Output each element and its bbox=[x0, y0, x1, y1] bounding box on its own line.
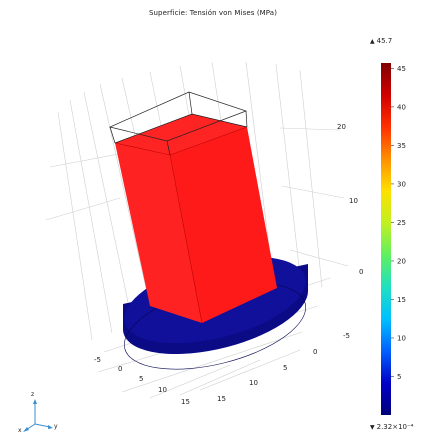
colorbar-tick-label: 10 bbox=[397, 334, 406, 342]
x-axis-tick-label: 0 bbox=[118, 365, 122, 373]
grid-line bbox=[83, 91, 134, 327]
plot-title: Superficie: Tensión von Mises (MPa) bbox=[148, 9, 278, 17]
x-axis-tick-label: 10 bbox=[158, 386, 167, 394]
min-triangle-icon: ▼ bbox=[370, 424, 375, 431]
colorbar-min-label: ▼ 2.32×10⁻⁴ bbox=[370, 423, 413, 431]
x-axis-tick-label: 15 bbox=[181, 398, 190, 406]
post-edge-front bbox=[169, 154, 203, 324]
grid-line bbox=[45, 197, 121, 221]
max-triangle-icon: ▲ bbox=[370, 38, 375, 45]
y-axis-tick-label: 0 bbox=[313, 348, 317, 356]
grid-line bbox=[57, 111, 93, 341]
y-axis-ticks: -5 0 5 10 15 bbox=[217, 332, 350, 403]
colorbar-ticks: 45 40 35 30 25 20 15 10 5 bbox=[391, 65, 406, 381]
y-axis-tick-label: 5 bbox=[283, 364, 287, 372]
x-axis-ticks: -5 0 5 10 15 bbox=[94, 356, 190, 406]
post-right-face bbox=[170, 127, 277, 323]
y-axis-tick-label: 10 bbox=[249, 379, 258, 387]
z-axis-tick-label: 10 bbox=[349, 197, 358, 205]
z-axis-tick-label: 20 bbox=[337, 123, 346, 131]
post-top-face bbox=[115, 114, 247, 155]
x-axis-tick-label: -5 bbox=[94, 356, 101, 364]
triad-y-label: y bbox=[54, 423, 58, 430]
colorbar-tick-label: 30 bbox=[397, 180, 406, 188]
z-axis-tick-label: 0 bbox=[359, 268, 363, 276]
colorbar-tick-label: 15 bbox=[397, 296, 406, 304]
y-axis-tick-label: -5 bbox=[343, 332, 350, 340]
grid-line bbox=[281, 185, 345, 199]
grid-line bbox=[289, 249, 349, 267]
colorbar: 45 40 35 30 25 20 15 10 5 bbox=[381, 63, 406, 415]
grid-line bbox=[279, 127, 341, 131]
colorbar-tick-label: 5 bbox=[397, 373, 401, 381]
grid-line bbox=[275, 63, 302, 285]
z-axis-ticks: 20 10 0 bbox=[337, 123, 363, 276]
triad-x-label: x bbox=[18, 427, 22, 434]
triad-arrows-icon bbox=[23, 399, 53, 432]
grid-line bbox=[69, 99, 113, 334]
grid-line bbox=[179, 359, 261, 396]
axis-orientation-triad: z y x bbox=[18, 390, 68, 434]
grid-line bbox=[299, 69, 323, 288]
colorbar-gradient bbox=[381, 63, 391, 415]
undeformed-box-wireframe bbox=[108, 91, 248, 156]
post-left-face bbox=[115, 143, 202, 323]
grid-line bbox=[149, 364, 231, 399]
x-axis-tick-label: 5 bbox=[139, 375, 143, 383]
triad-z-label: z bbox=[31, 391, 35, 398]
colorbar-tick-label: 45 bbox=[397, 65, 406, 73]
colorbar-min-value: 2.32×10⁻⁴ bbox=[376, 423, 414, 431]
rectangular-post bbox=[114, 114, 277, 324]
colorbar-tick-label: 20 bbox=[397, 257, 406, 265]
grid-line bbox=[199, 349, 301, 391]
colorbar-max-value: 45.7 bbox=[376, 37, 393, 45]
grid-line bbox=[99, 83, 154, 320]
y-axis-tick-label: 15 bbox=[217, 395, 226, 403]
colorbar-max-label: ▲ 45.7 bbox=[370, 37, 392, 45]
colorbar-tick-label: 35 bbox=[397, 142, 406, 150]
colorbar-tick-label: 40 bbox=[397, 103, 406, 111]
colorbar-tick-label: 25 bbox=[397, 219, 406, 227]
grid-line bbox=[121, 331, 303, 393]
